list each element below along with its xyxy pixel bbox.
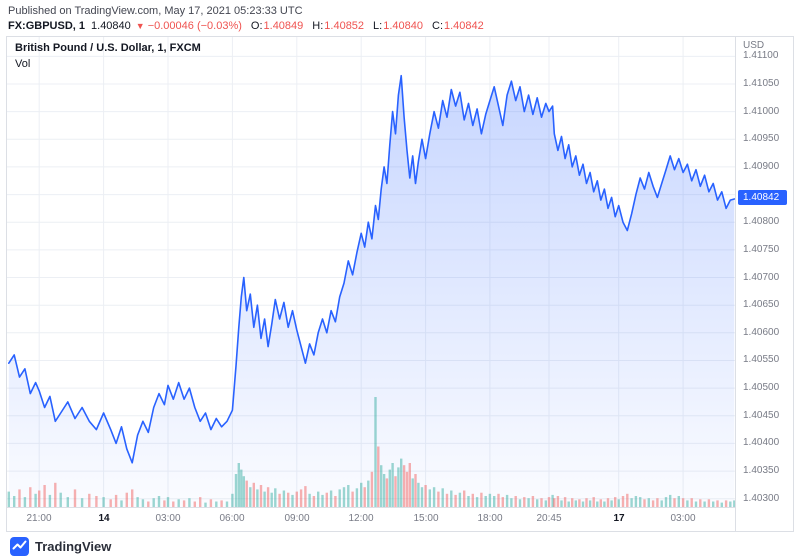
published-text: Published on TradingView.com, May 17, 20… [8, 5, 303, 17]
time-tick-label: 03:00 [670, 513, 696, 524]
footer: TradingView [0, 532, 800, 560]
price-tick-label: 1.41000 [743, 106, 780, 117]
price-tick-label: 1.40450 [743, 410, 780, 421]
low-label: L: [373, 20, 383, 32]
tradingview-logo-icon[interactable] [10, 536, 29, 556]
price-tick-label: 1.40900 [743, 161, 780, 172]
time-tick-label: 03:00 [155, 513, 181, 524]
symbol-name: FX:GBPUSD, 1 [8, 20, 86, 32]
open-value: O:1.40849 [250, 20, 304, 32]
price-change: −0.00046 (−0.03%) [147, 20, 242, 32]
price-chart[interactable] [7, 37, 735, 507]
price-tick-label: 1.40800 [743, 216, 780, 227]
time-tick-label: 12:00 [348, 513, 374, 524]
price-badge: 1.40842 [738, 190, 787, 205]
last-price: 1.40840 [91, 20, 131, 32]
time-tick-label: 06:00 [219, 513, 245, 524]
currency-label: USD [743, 40, 765, 51]
price-tick-label: 1.40750 [743, 244, 780, 255]
top-bar: Published on TradingView.com, May 17, 20… [0, 0, 800, 36]
tradingview-brand-link[interactable]: TradingView [35, 538, 112, 554]
price-tick-label: 1.40400 [743, 437, 780, 448]
price-tick-label: 1.40500 [743, 382, 780, 393]
time-tick-label: 20:45 [536, 513, 562, 524]
price-tick-label: 1.40300 [743, 493, 780, 504]
time-tick-label: 09:00 [284, 513, 310, 524]
time-axis[interactable]: 21:00 14 03:00 06:00 09:00 12:00 15:00 18:00 20:… [7, 507, 735, 531]
low-value: L:1.40840 [373, 20, 423, 32]
close-value: C:1.40842 [432, 20, 484, 32]
price-tick-label: 1.40550 [743, 354, 780, 365]
arrow-down-icon: ▼ [135, 21, 145, 31]
time-tick-label: 17 [613, 513, 625, 524]
symbol-legend-row: FX:GBPUSD, 1 1.40840 ▼ −0.00046 (−0.03%)… [8, 20, 792, 32]
price-tick-label: 1.40950 [743, 133, 780, 144]
close-label: C: [432, 20, 443, 32]
price-tick-label: 1.40700 [743, 272, 780, 283]
time-tick-label: 21:00 [26, 513, 52, 524]
price-tick-label: 1.41100 [743, 50, 779, 61]
price-axis[interactable]: USD 1.41100 1.41050 1.41000 1.40950 1.40900 1… [735, 37, 793, 531]
time-tick-label: 15:00 [413, 513, 439, 524]
price-tick-label: 1.40600 [743, 327, 780, 338]
price-tick-label: 1.40650 [743, 299, 780, 310]
price-tick-label: 1.40350 [743, 465, 780, 476]
plot-area: British Pound / U.S. Dollar, 1, FXCM Vol… [7, 37, 735, 531]
time-tick-label: 18:00 [477, 513, 503, 524]
open-label: O: [250, 20, 263, 32]
chart-container: British Pound / U.S. Dollar, 1, FXCM Vol… [6, 36, 794, 532]
high-value: H:1.40852 [312, 20, 365, 32]
price-tick-label: 1.41050 [743, 78, 780, 89]
time-tick-label: 14 [98, 513, 110, 524]
high-label: H: [312, 20, 324, 32]
